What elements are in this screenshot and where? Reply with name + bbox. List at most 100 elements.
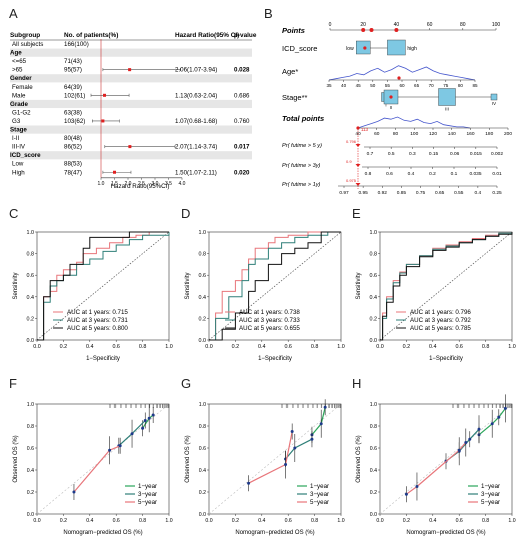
forest-row-label: I-II xyxy=(12,135,19,142)
nomo-age-tick-label: 40 xyxy=(341,83,347,88)
cal-x-tick-label: 0.4 xyxy=(258,518,265,524)
forest-row-label: III-IV xyxy=(12,144,26,151)
cal-y-tick-label: 1.0 xyxy=(199,402,206,408)
roc-x-tick-label: 0.6 xyxy=(455,344,463,350)
cal-plot-frame xyxy=(379,403,513,515)
roc-y-tick-label: 0.6 xyxy=(199,273,207,279)
nomo-points-tick-label: 80 xyxy=(460,22,466,28)
nomo-stage-level: I xyxy=(385,103,386,108)
roc-legend-label: AUC at 3 years: 0.733 xyxy=(239,317,300,324)
roc-panels: 0.00.00.20.20.40.40.60.60.80.81.01.01−Sp… xyxy=(13,230,516,362)
nomo-age-tick-label: 65 xyxy=(414,83,420,88)
nomo-total-tick-label: 60 xyxy=(374,131,380,137)
roc-y-tick-label: 0.0 xyxy=(370,338,378,344)
nomo-icd-box-high xyxy=(387,39,406,56)
forest-row-hr: 2.06(1.07-3.94) xyxy=(175,67,217,74)
nomo-age-tick-label: 45 xyxy=(356,83,362,88)
cal-point xyxy=(503,406,507,410)
nomo-total-tick-label: 140 xyxy=(448,131,456,137)
cal-x-tick-label: 1.0 xyxy=(165,518,172,524)
roc-xlabel: 1−Specificity xyxy=(258,356,292,362)
cal-legend-label: 3−year xyxy=(481,491,500,498)
roc-x-tick-label: 1.0 xyxy=(337,344,345,350)
panel-letter-d: D xyxy=(181,206,190,221)
roc-x-tick-label: 0.2 xyxy=(232,344,240,350)
cal-xlabel: Nomogram−predicted OS (%) xyxy=(235,530,314,536)
nomo-stage-marker xyxy=(389,95,393,99)
cal-plot-frame xyxy=(36,403,170,515)
cal-series-line xyxy=(406,442,467,495)
roc-y-tick-label: 0.2 xyxy=(27,316,35,322)
nomo-prob-tick-label: 0.15 xyxy=(429,151,439,157)
nomo-prob-tick-label: 0.2 xyxy=(429,171,436,177)
nomo-prob-tick-label: 0.1 xyxy=(451,171,458,177)
nomo-age-tick-label: 85 xyxy=(472,83,478,88)
forest-row-label: High xyxy=(12,169,25,176)
forest-hr-point xyxy=(101,119,105,123)
nomo-prob-tick-label: 0.06 xyxy=(450,151,460,157)
forest-hr-point xyxy=(103,93,107,97)
nomo-points-marker xyxy=(394,28,399,32)
nomo-prob-tick-label: 0.25 xyxy=(492,190,502,196)
cal-point xyxy=(477,427,481,431)
forest-row-n: 78(47) xyxy=(64,169,82,176)
cal-point xyxy=(290,430,294,433)
nomo-age-tick-label: 55 xyxy=(385,83,391,88)
cal-point xyxy=(72,490,76,494)
nomo-prob-tick-label: 0.6 xyxy=(386,171,393,177)
panel-letter-a: A xyxy=(9,6,18,21)
forest-row-n: 88(53) xyxy=(64,161,82,168)
panel-letter-c: C xyxy=(9,206,18,221)
nomo-icd-high: high xyxy=(407,46,417,52)
forest-group-band xyxy=(10,74,252,83)
calibration-panel-h: 0.00.0 0.2 0.2 0.4 0.4 0.6 0.6 0.8 0.8 1.0 1.0 Nomo… xyxy=(356,394,516,536)
forest-row-n: 63(38) xyxy=(64,109,82,116)
nomo-age-marker xyxy=(397,76,401,80)
nomo-prob-marker-value: 0.9 xyxy=(346,159,352,164)
cal-x-tick-label: 0.8 xyxy=(482,518,489,524)
cal-ideal-line xyxy=(36,403,170,515)
nomo-age-tick-label: 75 xyxy=(443,83,449,88)
nomo-points-tick-label: 40 xyxy=(394,22,400,28)
nomo-stage-label: Stage** xyxy=(282,93,308,102)
forest-row-label: <=65 xyxy=(12,58,27,65)
nomo-prob-tick-label: 0.4 xyxy=(408,171,415,177)
forest-tick-label: 1.0 xyxy=(98,181,105,187)
roc-plot-frame xyxy=(36,231,170,341)
roc-xlabel: 1−Specificity xyxy=(429,356,463,362)
nomo-prob-label: Pr( futime > 5 y) xyxy=(282,143,322,149)
forest-row-label: Stage xyxy=(10,127,27,134)
forest-row-label: >65 xyxy=(12,67,23,74)
nomo-total-tick-label: 100 xyxy=(410,131,418,137)
roc-y-tick-label: 1.0 xyxy=(27,230,35,236)
forest-header-p: p-value xyxy=(234,32,257,39)
roc-x-tick-label: 0.0 xyxy=(205,344,213,350)
roc-legend-label: AUC at 1 years: 0.715 xyxy=(67,309,128,316)
roc-y-tick-label: 1.0 xyxy=(199,230,207,236)
cal-legend-label: 5−year xyxy=(481,499,500,506)
cal-legend-label: 5−year xyxy=(310,499,329,506)
nomo-prob-marker-value: 0.796 xyxy=(346,139,357,144)
cal-y-tick-label: 0.8 xyxy=(199,424,206,430)
cal-x-tick-label: 1.0 xyxy=(337,518,344,524)
forest-row-label: Male xyxy=(12,92,26,99)
cal-series-line xyxy=(73,445,121,493)
cal-point xyxy=(143,419,147,422)
roc-legend-label: AUC at 5 years: 0.655 xyxy=(239,325,300,332)
panel-letter-b: B xyxy=(264,6,273,21)
forest-row-label: G1-G2 xyxy=(12,109,31,116)
forest-row-n: 80(48) xyxy=(64,135,82,142)
roc-series-line xyxy=(209,231,341,341)
roc-x-tick-label: 1.0 xyxy=(165,344,173,350)
cal-x-tick-label: 0.2 xyxy=(403,518,410,524)
nomo-stage-box xyxy=(490,93,498,101)
roc-x-tick-label: 0.8 xyxy=(311,344,319,350)
roc-legend-label: AUC at 3 years: 0.731 xyxy=(67,317,128,324)
nomo-prob-tick-label: 0.5 xyxy=(388,151,395,157)
panel-letter-h: H xyxy=(352,376,361,391)
nomo-stage-level: III xyxy=(445,107,449,112)
forest-row-n: 166(100) xyxy=(64,41,89,48)
forest-row-p: 0.028 xyxy=(234,67,250,74)
nomo-icd-box-low xyxy=(356,40,371,55)
forest-row-hr: 1.50(1.07-2.11) xyxy=(175,169,217,176)
